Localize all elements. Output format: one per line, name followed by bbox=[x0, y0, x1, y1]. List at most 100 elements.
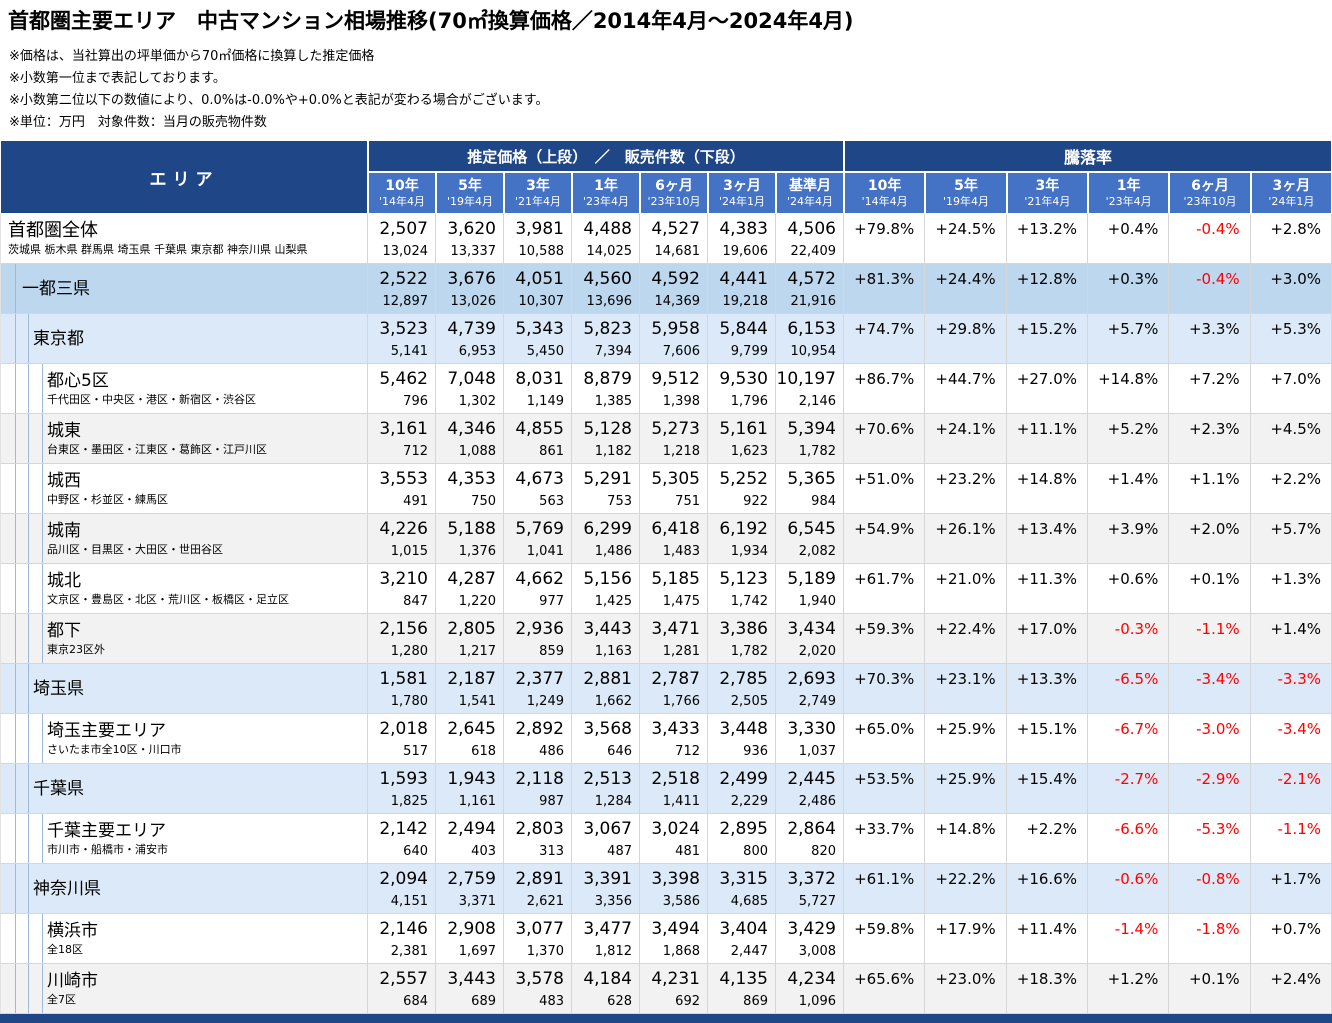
price-count-cell: 2,892 486 bbox=[504, 714, 572, 764]
rate-cell: +17.0% bbox=[1006, 614, 1088, 664]
price-value: 3,477 bbox=[583, 918, 632, 939]
price-count-cell: 4,051 10,307 bbox=[504, 264, 572, 314]
indent-guide bbox=[15, 264, 16, 313]
rate-cell: +65.6% bbox=[844, 964, 926, 1014]
rate-cell: +54.9% bbox=[844, 514, 926, 564]
count-value: 684 bbox=[403, 993, 428, 1009]
count-value: 13,696 bbox=[586, 293, 633, 309]
price-count-cell: 9,530 1,796 bbox=[708, 364, 776, 414]
price-count-cell: 5,189 1,940 bbox=[776, 564, 844, 614]
rate-value: -2.1% bbox=[1277, 770, 1321, 788]
indent-guide bbox=[42, 614, 43, 663]
area-desc: 茨城県 栃木県 群馬県 埼玉県 千葉県 東京都 神奈川県 山梨県 bbox=[8, 243, 308, 256]
price-value: 5,462 bbox=[379, 368, 428, 389]
price-value: 4,855 bbox=[515, 418, 564, 439]
price-value: 2,803 bbox=[515, 818, 564, 839]
rate-value: +29.8% bbox=[935, 320, 996, 338]
price-value: 5,189 bbox=[787, 568, 836, 589]
price-count-cell: 2,142 640 bbox=[368, 814, 436, 864]
rate-value: +3.9% bbox=[1107, 520, 1159, 538]
price-count-cell: 3,471 1,281 bbox=[640, 614, 708, 664]
area-name: 千葉主要エリア bbox=[47, 821, 166, 841]
rate-value: +12.8% bbox=[1016, 270, 1077, 288]
price-count-cell: 4,662 977 bbox=[504, 564, 572, 614]
rate-value: +1.3% bbox=[1270, 570, 1321, 588]
rate-value: +74.7% bbox=[854, 320, 915, 338]
rate-cell: +65.0% bbox=[844, 714, 926, 764]
rate-cell: -3.3% bbox=[1250, 664, 1332, 714]
price-value: 3,981 bbox=[515, 218, 564, 239]
price-count-cell: 2,146 2,381 bbox=[368, 914, 436, 964]
rate-cell: -0.4% bbox=[1169, 214, 1251, 264]
price-col-head-7: 基準月 '24年4月 bbox=[776, 172, 844, 214]
rate-cell: +1.4% bbox=[1088, 464, 1170, 514]
count-value: 1,868 bbox=[662, 943, 700, 959]
rate-value: +86.7% bbox=[854, 370, 915, 388]
price-count-cell: 4,572 21,916 bbox=[776, 264, 844, 314]
indent-guide bbox=[15, 464, 16, 513]
price-value: 4,527 bbox=[651, 218, 700, 239]
area-cell-saitama: 埼玉県 bbox=[0, 664, 368, 714]
rate-cell: -2.7% bbox=[1088, 764, 1170, 814]
rate-value: -3.3% bbox=[1277, 670, 1321, 688]
price-count-cell: 6,545 2,082 bbox=[776, 514, 844, 564]
price-value: 5,823 bbox=[583, 318, 632, 339]
price-count-cell: 2,908 1,697 bbox=[436, 914, 504, 964]
price-value: 3,523 bbox=[379, 318, 428, 339]
price-value: 4,592 bbox=[651, 268, 700, 289]
rate-cell: -2.9% bbox=[1169, 764, 1251, 814]
price-value: 5,394 bbox=[787, 418, 836, 439]
rate-cell: +24.1% bbox=[925, 414, 1007, 464]
area-name: 千葉県 bbox=[33, 778, 84, 799]
indent-guide bbox=[15, 664, 16, 713]
rate-cell: +5.7% bbox=[1088, 314, 1170, 364]
price-count-cell: 3,386 1,782 bbox=[708, 614, 776, 664]
price-count-cell: 6,153 10,954 bbox=[776, 314, 844, 364]
area-name: 埼玉主要エリア bbox=[47, 721, 166, 741]
count-value: 1,385 bbox=[594, 393, 632, 409]
rate-value: +14.8% bbox=[1098, 370, 1159, 388]
area-name: 横浜市 bbox=[47, 921, 98, 941]
price-value: 3,429 bbox=[787, 918, 836, 939]
price-count-cell: 3,372 5,727 bbox=[776, 864, 844, 914]
rate-cell: -6.6% bbox=[1088, 814, 1170, 864]
rate-value: +79.8% bbox=[854, 220, 915, 238]
price-count-cell: 1,593 1,825 bbox=[368, 764, 436, 814]
indent-guide bbox=[28, 764, 29, 813]
rate-cell: +70.6% bbox=[844, 414, 926, 464]
area-cell-kawasaki: 川崎市 全7区 bbox=[0, 964, 368, 1014]
rate-value: +33.7% bbox=[854, 820, 915, 838]
rate-cell: +4.5% bbox=[1250, 414, 1332, 464]
price-value: 2,142 bbox=[379, 818, 428, 839]
rate-cell: -0.6% bbox=[1088, 864, 1170, 914]
rate-cell: +5.3% bbox=[1250, 314, 1332, 364]
price-count-cell: 4,231 692 bbox=[640, 964, 708, 1014]
area-cell-shutoken-zentai: 首都圏全体 茨城県 栃木県 群馬県 埼玉県 千葉県 東京都 神奈川県 山梨県 bbox=[0, 214, 368, 264]
count-value: 861 bbox=[539, 443, 564, 459]
rate-value: -1.8% bbox=[1196, 920, 1240, 938]
area-desc: 中野区・杉並区・練馬区 bbox=[47, 493, 168, 506]
rate-cell: +74.7% bbox=[844, 314, 926, 364]
count-value: 13,337 bbox=[450, 243, 497, 259]
rate-value: +59.3% bbox=[854, 620, 915, 638]
count-value: 1,623 bbox=[730, 443, 768, 459]
rate-value: +54.9% bbox=[854, 520, 915, 538]
count-value: 1,398 bbox=[662, 393, 700, 409]
rate-value: +5.3% bbox=[1270, 320, 1321, 338]
price-count-cell: 2,499 2,229 bbox=[708, 764, 776, 814]
indent-guide bbox=[42, 964, 43, 1013]
rate-value: +61.7% bbox=[854, 570, 915, 588]
price-count-cell: 2,785 2,505 bbox=[708, 664, 776, 714]
rate-cell: -6.7% bbox=[1088, 714, 1170, 764]
area-desc: 千代田区・中央区・港区・新宿区・渋谷区 bbox=[47, 393, 256, 406]
rate-cell: +15.2% bbox=[1006, 314, 1088, 364]
price-value: 2,094 bbox=[379, 868, 428, 889]
count-value: 3,371 bbox=[458, 893, 496, 909]
indent-guide bbox=[28, 314, 29, 363]
rate-cell: +15.1% bbox=[1006, 714, 1088, 764]
rate-cell: +0.1% bbox=[1169, 964, 1251, 1014]
price-count-cell: 2,018 517 bbox=[368, 714, 436, 764]
indent-guide bbox=[28, 414, 29, 463]
price-count-cell: 5,188 1,376 bbox=[436, 514, 504, 564]
count-value: 4,685 bbox=[730, 893, 768, 909]
